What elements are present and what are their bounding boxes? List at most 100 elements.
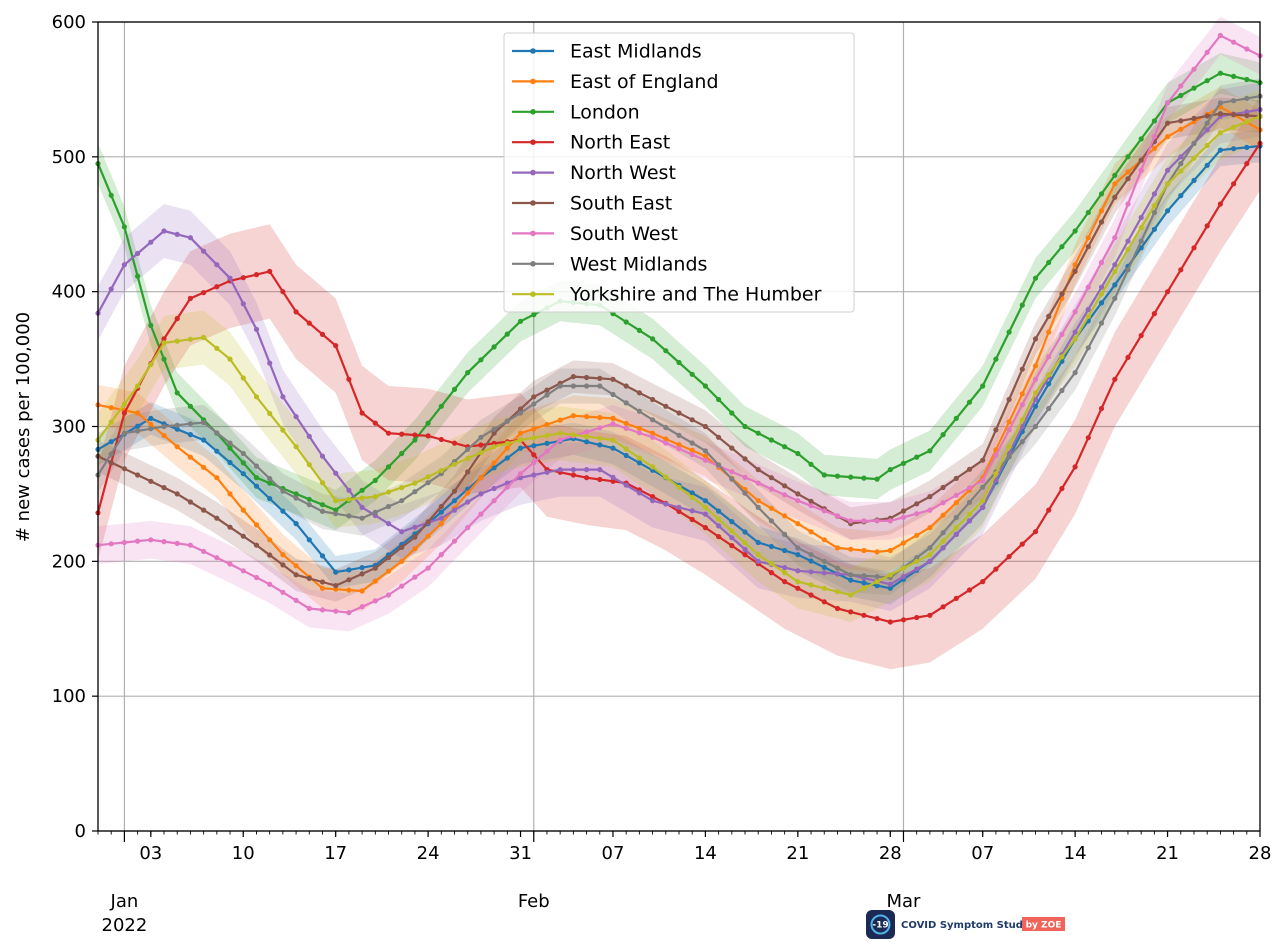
data-point xyxy=(293,414,299,420)
x-month-label: Feb xyxy=(518,891,550,912)
data-point xyxy=(953,415,959,421)
data-point xyxy=(1231,73,1237,79)
data-point xyxy=(359,565,365,571)
data-point xyxy=(689,508,695,514)
data-point xyxy=(940,432,946,438)
data-point xyxy=(808,503,814,509)
y-tick-label: 600 xyxy=(52,12,86,33)
data-point xyxy=(914,454,920,460)
data-point xyxy=(108,439,114,445)
data-point xyxy=(1165,181,1171,187)
data-point xyxy=(927,612,933,618)
data-point xyxy=(148,421,154,427)
data-point xyxy=(465,499,471,505)
data-point xyxy=(227,440,233,446)
data-point xyxy=(795,521,801,527)
data-point xyxy=(848,474,854,480)
data-point xyxy=(848,592,854,598)
data-point xyxy=(240,507,246,513)
data-point xyxy=(517,410,524,416)
data-point xyxy=(280,289,286,295)
data-point xyxy=(1085,345,1091,351)
data-point xyxy=(610,415,616,421)
data-point xyxy=(861,573,867,579)
data-point xyxy=(1085,244,1091,250)
data-point xyxy=(478,434,484,440)
data-point xyxy=(1072,268,1078,274)
data-point xyxy=(1217,201,1223,207)
legend-item: East Midlands xyxy=(512,41,702,63)
data-point xyxy=(174,316,180,322)
data-point xyxy=(953,475,959,481)
data-point xyxy=(1006,554,1012,560)
y-axis: 0 100 200 300 400 500 600 xyxy=(52,12,98,842)
data-point xyxy=(676,442,682,448)
data-point xyxy=(372,598,378,604)
covid-symptom-study-logo: -19 COVID Symptom Study by ZOE xyxy=(866,910,1065,939)
data-point xyxy=(1204,78,1210,84)
data-point xyxy=(253,272,260,278)
data-point xyxy=(293,572,299,578)
data-point xyxy=(108,459,114,466)
data-point xyxy=(201,464,207,470)
data-point xyxy=(544,448,550,454)
data-point xyxy=(702,511,709,517)
data-point xyxy=(306,575,312,582)
legend-item: London xyxy=(512,101,640,123)
x-week-label: 21 xyxy=(1156,843,1179,864)
data-point xyxy=(570,432,577,438)
data-point xyxy=(267,496,273,502)
data-point xyxy=(121,410,127,416)
data-point xyxy=(267,581,273,587)
data-point xyxy=(1072,262,1078,268)
data-point xyxy=(372,509,378,515)
data-point xyxy=(306,496,312,502)
data-point xyxy=(319,453,326,459)
data-point xyxy=(174,390,180,396)
legend-item: East of England xyxy=(512,71,719,93)
data-point xyxy=(267,360,273,366)
data-point xyxy=(689,447,695,453)
data-point xyxy=(1151,145,1157,151)
data-point xyxy=(980,477,986,483)
data-point xyxy=(121,539,127,546)
data-point xyxy=(914,614,920,621)
data-point xyxy=(267,476,273,482)
data-point xyxy=(663,501,669,507)
data-point xyxy=(1178,126,1184,132)
x-year-label: 2022 xyxy=(102,915,148,936)
data-point xyxy=(623,319,629,325)
data-point xyxy=(135,423,141,429)
data-point xyxy=(966,399,973,405)
data-point xyxy=(716,396,722,403)
data-point xyxy=(1006,444,1012,450)
data-point xyxy=(821,564,827,571)
data-point xyxy=(782,547,788,554)
data-point xyxy=(702,504,709,510)
data-point xyxy=(716,508,722,514)
data-point xyxy=(438,467,444,474)
data-point xyxy=(1138,157,1144,163)
data-point xyxy=(1098,300,1105,306)
data-point xyxy=(874,518,880,524)
data-point xyxy=(702,448,709,454)
data-point xyxy=(623,446,629,452)
data-point xyxy=(280,508,286,514)
data-point xyxy=(755,498,761,504)
data-point xyxy=(993,471,999,477)
data-point xyxy=(782,579,788,585)
data-point xyxy=(240,460,246,466)
data-point xyxy=(201,548,207,555)
data-point xyxy=(544,469,550,475)
data-point xyxy=(676,359,682,366)
data-point xyxy=(584,374,590,381)
data-point xyxy=(610,421,616,427)
x-week-label: 28 xyxy=(879,843,902,864)
data-point xyxy=(504,440,510,446)
data-point xyxy=(346,376,352,382)
data-point xyxy=(372,477,378,483)
data-point xyxy=(359,515,365,521)
data-point xyxy=(861,580,867,586)
data-point xyxy=(808,569,814,575)
data-point xyxy=(267,410,273,417)
